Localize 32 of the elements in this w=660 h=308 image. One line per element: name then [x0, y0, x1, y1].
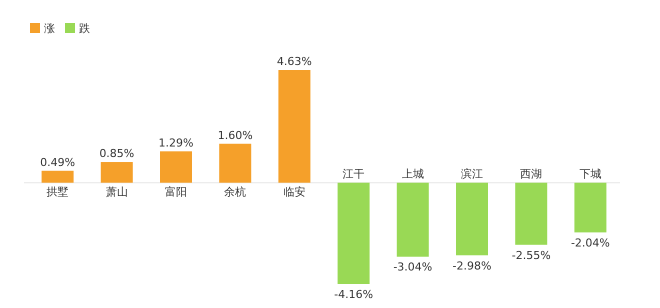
x-tick-label: 滨江 — [461, 168, 483, 181]
data-label: 1.29% — [158, 136, 194, 150]
x-tick-label: 萧山 — [106, 186, 128, 199]
legend-label: 跌 — [79, 22, 90, 35]
x-tick-label: 临安 — [283, 186, 306, 199]
bar — [42, 170, 74, 183]
bar — [396, 182, 429, 257]
data-label: -3.04% — [393, 260, 432, 274]
x-tick-label: 江干 — [342, 168, 365, 181]
bar — [574, 182, 606, 232]
bar — [515, 182, 548, 245]
x-tick-label: 上城 — [402, 168, 424, 181]
bar — [160, 151, 192, 183]
x-tick-label: 西湖 — [520, 168, 542, 181]
x-tick-label: 富阳 — [165, 186, 187, 199]
x-tick-label: 余杭 — [224, 186, 246, 199]
data-label: 0.49% — [40, 156, 76, 169]
data-label: 1.60% — [218, 128, 253, 142]
legend-label: 涨 — [44, 22, 55, 35]
data-label: -4.16% — [334, 288, 374, 301]
bar — [219, 144, 252, 183]
data-label: -2.04% — [570, 236, 610, 250]
bar — [100, 162, 133, 183]
data-label: -2.55% — [512, 248, 551, 262]
bar — [338, 182, 370, 284]
bar — [278, 70, 310, 183]
data-label: 4.63% — [276, 55, 312, 68]
bar — [456, 182, 488, 256]
data-label: 0.85% — [99, 147, 134, 160]
x-tick-label: 拱墅 — [46, 186, 69, 199]
x-tick-label: 下城 — [579, 168, 602, 181]
data-label: -2.98% — [452, 259, 492, 272]
